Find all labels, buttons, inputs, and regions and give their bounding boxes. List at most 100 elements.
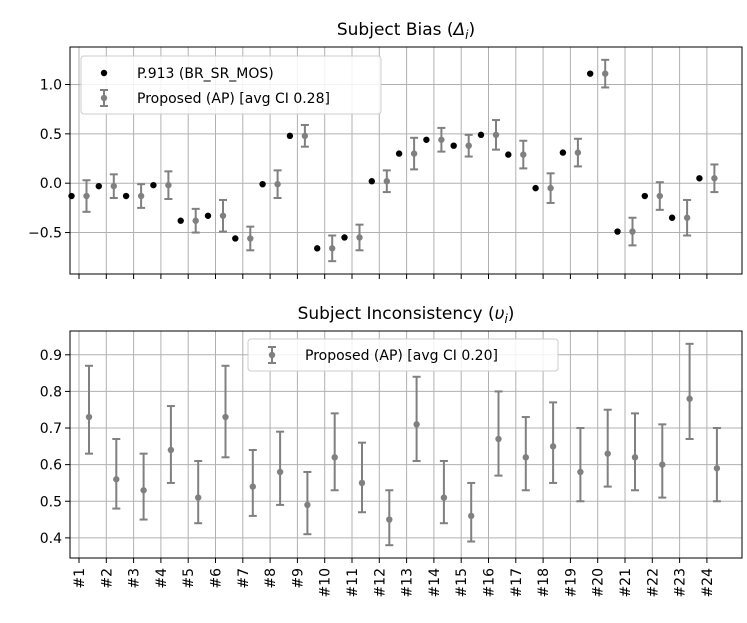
proposed-point	[219, 212, 227, 219]
proposed-point	[247, 235, 254, 242]
bias-marks	[68, 58, 719, 263]
p913-point	[204, 212, 212, 219]
legend-marker-proposed	[268, 351, 276, 359]
proposed-point	[383, 178, 390, 185]
proposed-point	[85, 413, 93, 421]
proposed-point	[629, 228, 636, 235]
inconsistency-title: Subject Inconsistency (υi)	[298, 304, 515, 326]
proposed-point	[113, 476, 120, 483]
proposed-point	[440, 494, 448, 501]
legend-marker-p913	[100, 69, 108, 77]
proposed-point	[413, 421, 420, 428]
x-tick-label: #3	[127, 568, 143, 589]
legend-marker-proposed	[100, 94, 108, 102]
proposed-point	[274, 180, 281, 188]
x-tick-label: #6	[209, 568, 225, 589]
proposed-point	[659, 461, 666, 468]
p913-point	[450, 142, 457, 149]
legend-label-proposed: Proposed (AP) [avg CI 0.20]	[305, 348, 498, 364]
proposed-point	[547, 184, 554, 192]
p913-point	[614, 228, 621, 235]
y-tick-label: 0.5	[40, 127, 62, 143]
y-tick-label: 0.7	[40, 421, 62, 437]
proposed-point	[329, 245, 336, 252]
proposed-point	[468, 512, 475, 520]
proposed-point	[683, 214, 691, 221]
bias-title: Subject Bias (Δi)	[337, 20, 475, 42]
y-tick-label: 0.0	[40, 176, 62, 192]
p913-point	[587, 70, 594, 77]
proposed-point	[438, 136, 445, 143]
p913-point	[696, 175, 703, 182]
x-tick-label: #21	[618, 568, 634, 598]
proposed-point	[386, 516, 393, 523]
p913-point	[532, 184, 539, 192]
title-close: )	[508, 304, 515, 324]
x-tick-label: #2	[99, 568, 115, 589]
bias-axes-frame	[69, 46, 743, 275]
proposed-point	[195, 494, 202, 501]
p913-point	[505, 151, 512, 158]
proposed-point	[713, 465, 721, 472]
proposed-point	[137, 192, 145, 200]
x-tick-label: #17	[509, 568, 525, 598]
y-tick-label: 0.8	[40, 384, 62, 400]
p913-point	[423, 136, 430, 143]
x-tick-label: #4	[154, 568, 170, 589]
proposed-point	[110, 182, 118, 190]
proposed-point	[602, 70, 609, 77]
x-tick-label: #12	[372, 568, 388, 598]
y-tick-label: 1.0	[40, 78, 62, 94]
x-tick-labels: #1 #2 #3 #4 #5 #6 #7 #8 #9 #10 #11 #12 #13 #14 #15 #16 #…	[72, 568, 716, 598]
p913-point	[559, 149, 567, 156]
title-symbol: υ	[495, 304, 505, 324]
x-tick-label: #8	[263, 568, 279, 589]
proposed-point	[410, 150, 418, 157]
inconsistency-axes-frame	[69, 330, 743, 559]
proposed-point	[495, 435, 502, 443]
x-tick-label: #7	[236, 568, 252, 589]
proposed-point	[631, 454, 639, 461]
bias-panel: Subject Bias (Δi) −0.5 0.0 0.5 1.0 P.913 (B…	[28, 20, 743, 279]
p913-point	[395, 150, 403, 157]
x-tick-label: #1	[72, 568, 88, 589]
x-tick-label: #15	[454, 568, 470, 598]
x-tick-label: #23	[673, 568, 689, 598]
title-subscript: i	[465, 28, 469, 42]
p913-point	[68, 192, 75, 200]
title-close: )	[469, 20, 476, 40]
p913-point	[477, 131, 485, 139]
inconsistency-panel: Subject Inconsistency (υi) 0.40.50.60.70…	[40, 304, 743, 598]
title-text: Subject Inconsistency (	[298, 304, 495, 324]
inconsistency-legend: Proposed (AP) [avg CI 0.20]	[247, 338, 559, 372]
bias-legend: P.913 (BR_SR_MOS) Proposed (AP) [avg CI 0…	[80, 55, 382, 115]
x-tick-label: #9	[290, 568, 306, 589]
proposed-point	[301, 132, 309, 140]
proposed-point	[574, 149, 582, 156]
proposed-point	[167, 446, 175, 454]
x-tick-label: #13	[400, 568, 416, 598]
proposed-point	[549, 443, 557, 450]
proposed-point	[465, 142, 472, 149]
x-tick-label: #19	[563, 568, 579, 598]
proposed-point	[522, 454, 529, 461]
proposed-point	[604, 450, 611, 457]
x-tick-label: #11	[345, 568, 361, 598]
legend-box	[247, 338, 559, 372]
x-tick-label: #16	[482, 568, 498, 598]
title-symbol: Δ	[452, 20, 466, 40]
proposed-point	[331, 454, 338, 461]
proposed-point	[249, 483, 256, 490]
proposed-point	[222, 413, 229, 421]
p913-point	[286, 132, 294, 140]
proposed-point	[192, 217, 199, 224]
x-tick-label: #20	[591, 568, 607, 598]
p913-point	[668, 214, 676, 221]
p913-point	[122, 192, 130, 200]
proposed-point	[356, 234, 363, 241]
p913-point	[95, 182, 103, 190]
x-tick-label: #10	[318, 568, 334, 598]
proposed-point	[276, 468, 284, 476]
p913-point	[177, 217, 184, 224]
